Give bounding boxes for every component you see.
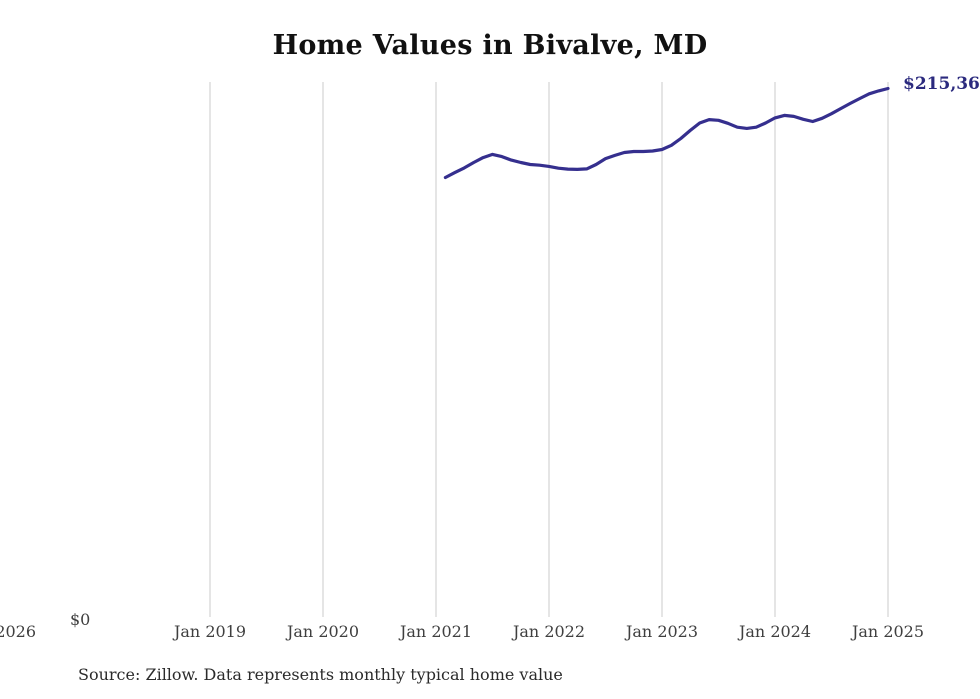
x-tick-jan-2024: Jan 2024 [738, 622, 812, 641]
x-tick-jan-2019: Jan 2019 [173, 622, 247, 641]
source-note: Source: Zillow. Data represents monthly … [78, 665, 563, 684]
y-axis-zero-label: $0 [70, 610, 91, 629]
latest-value-label: $215,363 [903, 74, 980, 94]
x-tick-jan-2023: Jan 2023 [625, 622, 699, 641]
home-value-line [443, 86, 890, 180]
x-tick-jan-2026: Jan 2026 [0, 622, 37, 641]
x-tick-jan-2020: Jan 2020 [286, 622, 360, 641]
x-tick-jan-2025: Jan 2025 [851, 622, 925, 641]
x-tick-jan-2021: Jan 2021 [399, 622, 473, 641]
x-tick-jan-2022: Jan 2022 [512, 622, 586, 641]
chart-title: Home Values in Bivalve, MD [272, 30, 708, 61]
